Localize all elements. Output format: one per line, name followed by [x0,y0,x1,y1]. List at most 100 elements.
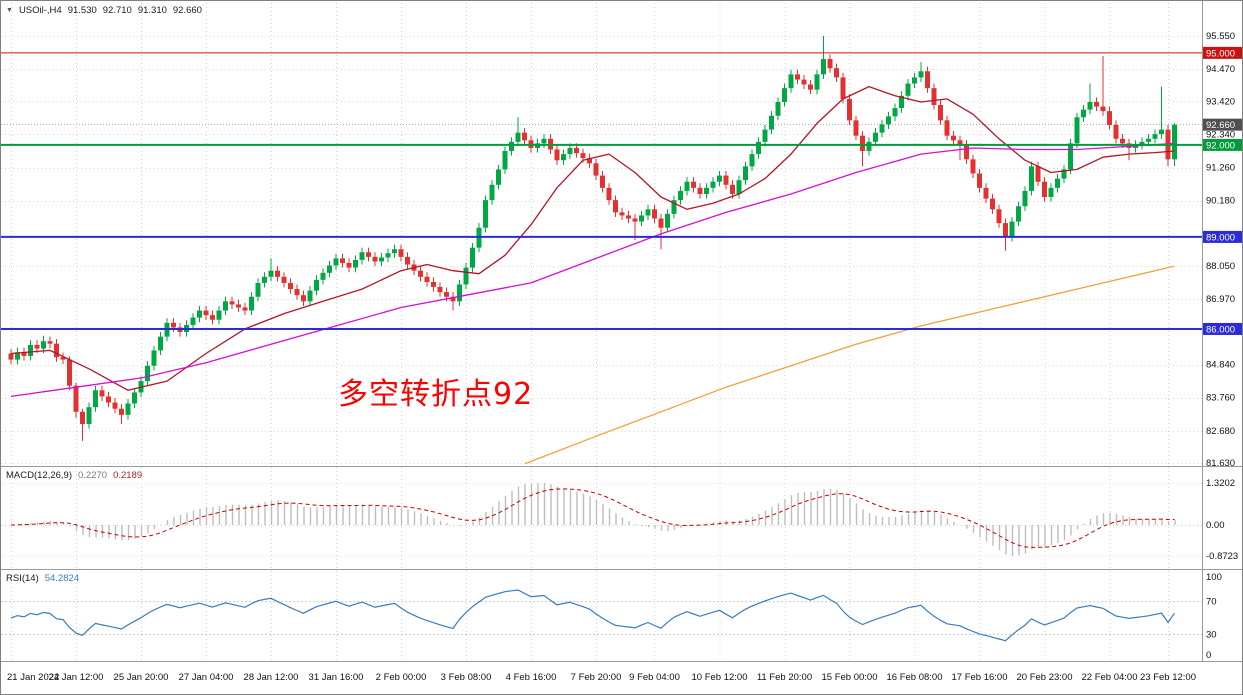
candle [808,84,813,90]
candle [132,392,137,404]
candle [899,95,904,109]
candle [54,343,59,358]
horizontal-level-lines[interactable] [1,52,1202,330]
candle [106,396,111,403]
candle [236,304,241,308]
candle [970,159,976,174]
candle [41,341,46,349]
candle [457,284,462,302]
candle [281,276,287,283]
candle [366,252,371,257]
candle [1074,117,1080,144]
rsi-line [10,589,1175,642]
candle [1048,187,1054,198]
candle [561,154,566,161]
macd-value-main: 0.2270 [78,470,108,481]
candle [450,296,456,302]
candle [515,132,521,142]
candle [697,187,703,194]
candle [931,88,937,106]
candle [762,129,768,142]
candle [717,175,722,182]
candle [788,74,794,89]
candle [47,341,53,344]
time-axis-label: 2 Feb 00:00 [376,672,427,683]
candle [359,252,365,260]
candle [496,169,501,185]
price-level-tag [1203,46,1242,59]
price-axis-label: 94.470 [1206,64,1235,75]
candle [1159,129,1164,135]
candle [67,359,72,386]
candle [1094,101,1099,107]
candle [665,213,670,228]
candle [80,411,85,425]
time-axis-label: 15 Feb 00:00 [822,672,878,683]
candle [489,184,495,201]
price-axis-label: 90.180 [1206,196,1235,207]
macd-axis-label: 1.3202 [1206,478,1235,489]
rsi-indicator-label: RSI(14) 54.2824 [6,573,79,584]
candle [964,144,969,160]
rsi-name: RSI(14) [6,573,39,584]
candle [145,365,150,382]
candle [749,154,755,167]
candle [873,132,878,142]
candle [912,77,917,84]
candle [944,120,950,136]
candle [769,115,774,130]
candle [483,200,488,228]
time-axis-label: 28 Jan 12:00 [244,672,299,683]
time-axis-label: 3 Feb 08:00 [441,672,492,683]
candle [1113,124,1119,139]
price-axis[interactable]: 95.550 94.470 93.420 92.340 91.260 90.180 88.0… [7,31,1243,683]
candle [684,181,690,191]
candle [431,282,436,287]
candle [522,132,527,141]
time-axis-label: 23 Feb 12:00 [1140,672,1196,683]
candle [502,151,508,170]
candle [28,344,33,356]
macd-panel [10,483,1176,556]
price-level-tag-label: 86.000 [1206,324,1235,335]
candle [652,209,657,219]
candle [723,175,729,185]
candle [229,301,235,305]
candle [879,124,885,133]
rsi-axis-label: 30 [1206,629,1217,640]
candle [307,290,313,302]
candle [327,265,332,273]
candle [593,163,599,176]
candle [983,187,989,199]
symbol-timeframe-label: USOil-,H4 [18,5,62,16]
candle [639,215,644,222]
time-axis-label: 24 Jan 12:00 [49,672,104,683]
candle [1068,143,1073,170]
macd-axis-label: -0.8723 [1206,551,1238,562]
objects-expand-icon[interactable]: ▼ [6,7,13,14]
price-axis-label: 83.760 [1206,393,1235,404]
chart-annotation-text[interactable]: 多空转折点92 [338,377,534,412]
candle [1009,221,1015,237]
candle [463,267,469,285]
time-axis-label: 11 Feb 20:00 [757,672,812,683]
candle [938,105,943,121]
time-axis-label: 22 Feb 04:00 [1082,672,1138,683]
candle [977,173,982,188]
rsi-value: 54.2824 [44,573,80,584]
price-axis-label: 84.840 [1206,360,1235,371]
candle [554,149,560,161]
candle [925,71,930,89]
candle [600,175,605,188]
time-axis-label: 9 Feb 04:00 [629,672,680,683]
candle [567,147,573,155]
candles-series [8,36,1177,441]
candle [197,310,202,318]
candle [203,310,209,316]
time-axis-label: 20 Feb 23:00 [1017,672,1073,683]
time-axis-label: 31 Jan 16:00 [309,672,364,683]
candle [632,218,638,222]
candle [580,153,586,159]
time-axis-label: 21 Jan 2022 [7,672,59,683]
